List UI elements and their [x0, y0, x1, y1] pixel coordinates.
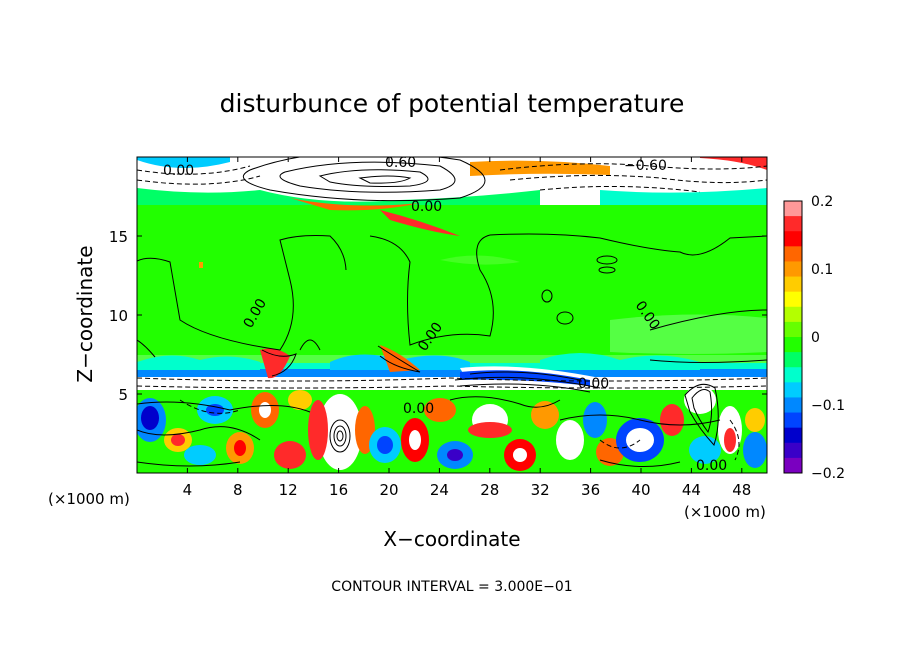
contour-label: 0.00 [403, 401, 434, 417]
x-tick-label: 24 [430, 481, 449, 499]
x-unit-left: (×1000 m) [48, 490, 130, 508]
contour-label: 0.60 [385, 155, 416, 171]
contour-label: 0.00 [411, 199, 442, 215]
contour-label: 0.00 [163, 163, 194, 179]
contour-label: −0.60 [624, 158, 667, 174]
colorbar-swatch [784, 261, 802, 278]
plot-area: 0.00 0.60 −0.60 0.00 0.00 0.00 0.00 0.00… [137, 155, 767, 474]
colorbar-swatch [784, 442, 802, 459]
blue-transition-band [137, 369, 767, 377]
colorbar: 0.2 0.1 0 −0.1 −0.2 [783, 194, 845, 482]
turbulent-blobs [137, 386, 767, 471]
x-tick-label: 44 [682, 481, 701, 499]
colorbar-tick-label: 0 [811, 330, 820, 346]
contour-label: 0.00 [696, 458, 727, 474]
contour-label: 0.00 [578, 376, 609, 392]
y-tick-label: 15 [109, 228, 128, 246]
colorbar-swatch [784, 246, 802, 262]
chart-title: disturbunce of potential temperature [220, 89, 685, 118]
x-tick-label: 4 [183, 481, 193, 499]
dashed-contour-lines [137, 163, 767, 461]
colorbar-swatch [784, 457, 802, 474]
colorbar-swatch [784, 367, 802, 383]
x-tick-label: 32 [531, 481, 550, 499]
y-tick-label: 10 [109, 307, 128, 325]
colorbar-swatch [784, 321, 802, 338]
x-tick-label: 8 [233, 481, 243, 499]
colorbar-swatch [784, 382, 802, 398]
y-tick-label: 5 [118, 386, 128, 404]
colorbar-swatch [784, 427, 802, 444]
colorbar-swatch [784, 201, 802, 217]
upper-field-patches [199, 255, 767, 354]
white-gap-band [137, 377, 767, 390]
colorbar-frame [783, 200, 803, 474]
colorbar-swatch [784, 337, 802, 353]
y-axis-title: Z−coordinate [73, 245, 97, 382]
x-tick-label: 36 [581, 481, 600, 499]
contour-lines [137, 157, 767, 467]
x-tick-label: 12 [279, 481, 298, 499]
colorbar-tick-label: 0.2 [811, 194, 833, 210]
colorbar-tick-label: 0.1 [811, 262, 833, 278]
colorbar-swatch [784, 352, 802, 368]
x-axis: 4 8 12 16 20 24 28 32 36 40 44 48 [183, 157, 751, 499]
colorbar-swatch [784, 216, 802, 232]
contour-interval-note: CONTOUR INTERVAL = 3.000E−01 [331, 579, 572, 595]
x-tick-label: 48 [732, 481, 751, 499]
colorbar-swatch [784, 306, 802, 323]
x-tick-label: 16 [329, 481, 348, 499]
colorbar-tick-label: −0.1 [811, 398, 845, 414]
x-axis-title: X−coordinate [383, 527, 520, 551]
x-tick-label: 20 [379, 481, 398, 499]
colorbar-swatch [784, 412, 802, 429]
colorbar-swatch [784, 231, 802, 247]
stratosphere-features [137, 157, 767, 236]
x-tick-label: 28 [480, 481, 499, 499]
colorbar-swatch [784, 397, 802, 414]
y-axis: 5 10 15 [109, 228, 767, 404]
colorbar-swatch [784, 291, 802, 308]
colorbar-swatch [784, 276, 802, 293]
colorbar-tick-label: −0.2 [811, 466, 845, 482]
x-unit-right: (×1000 m) [684, 503, 766, 521]
x-tick-label: 40 [631, 481, 650, 499]
